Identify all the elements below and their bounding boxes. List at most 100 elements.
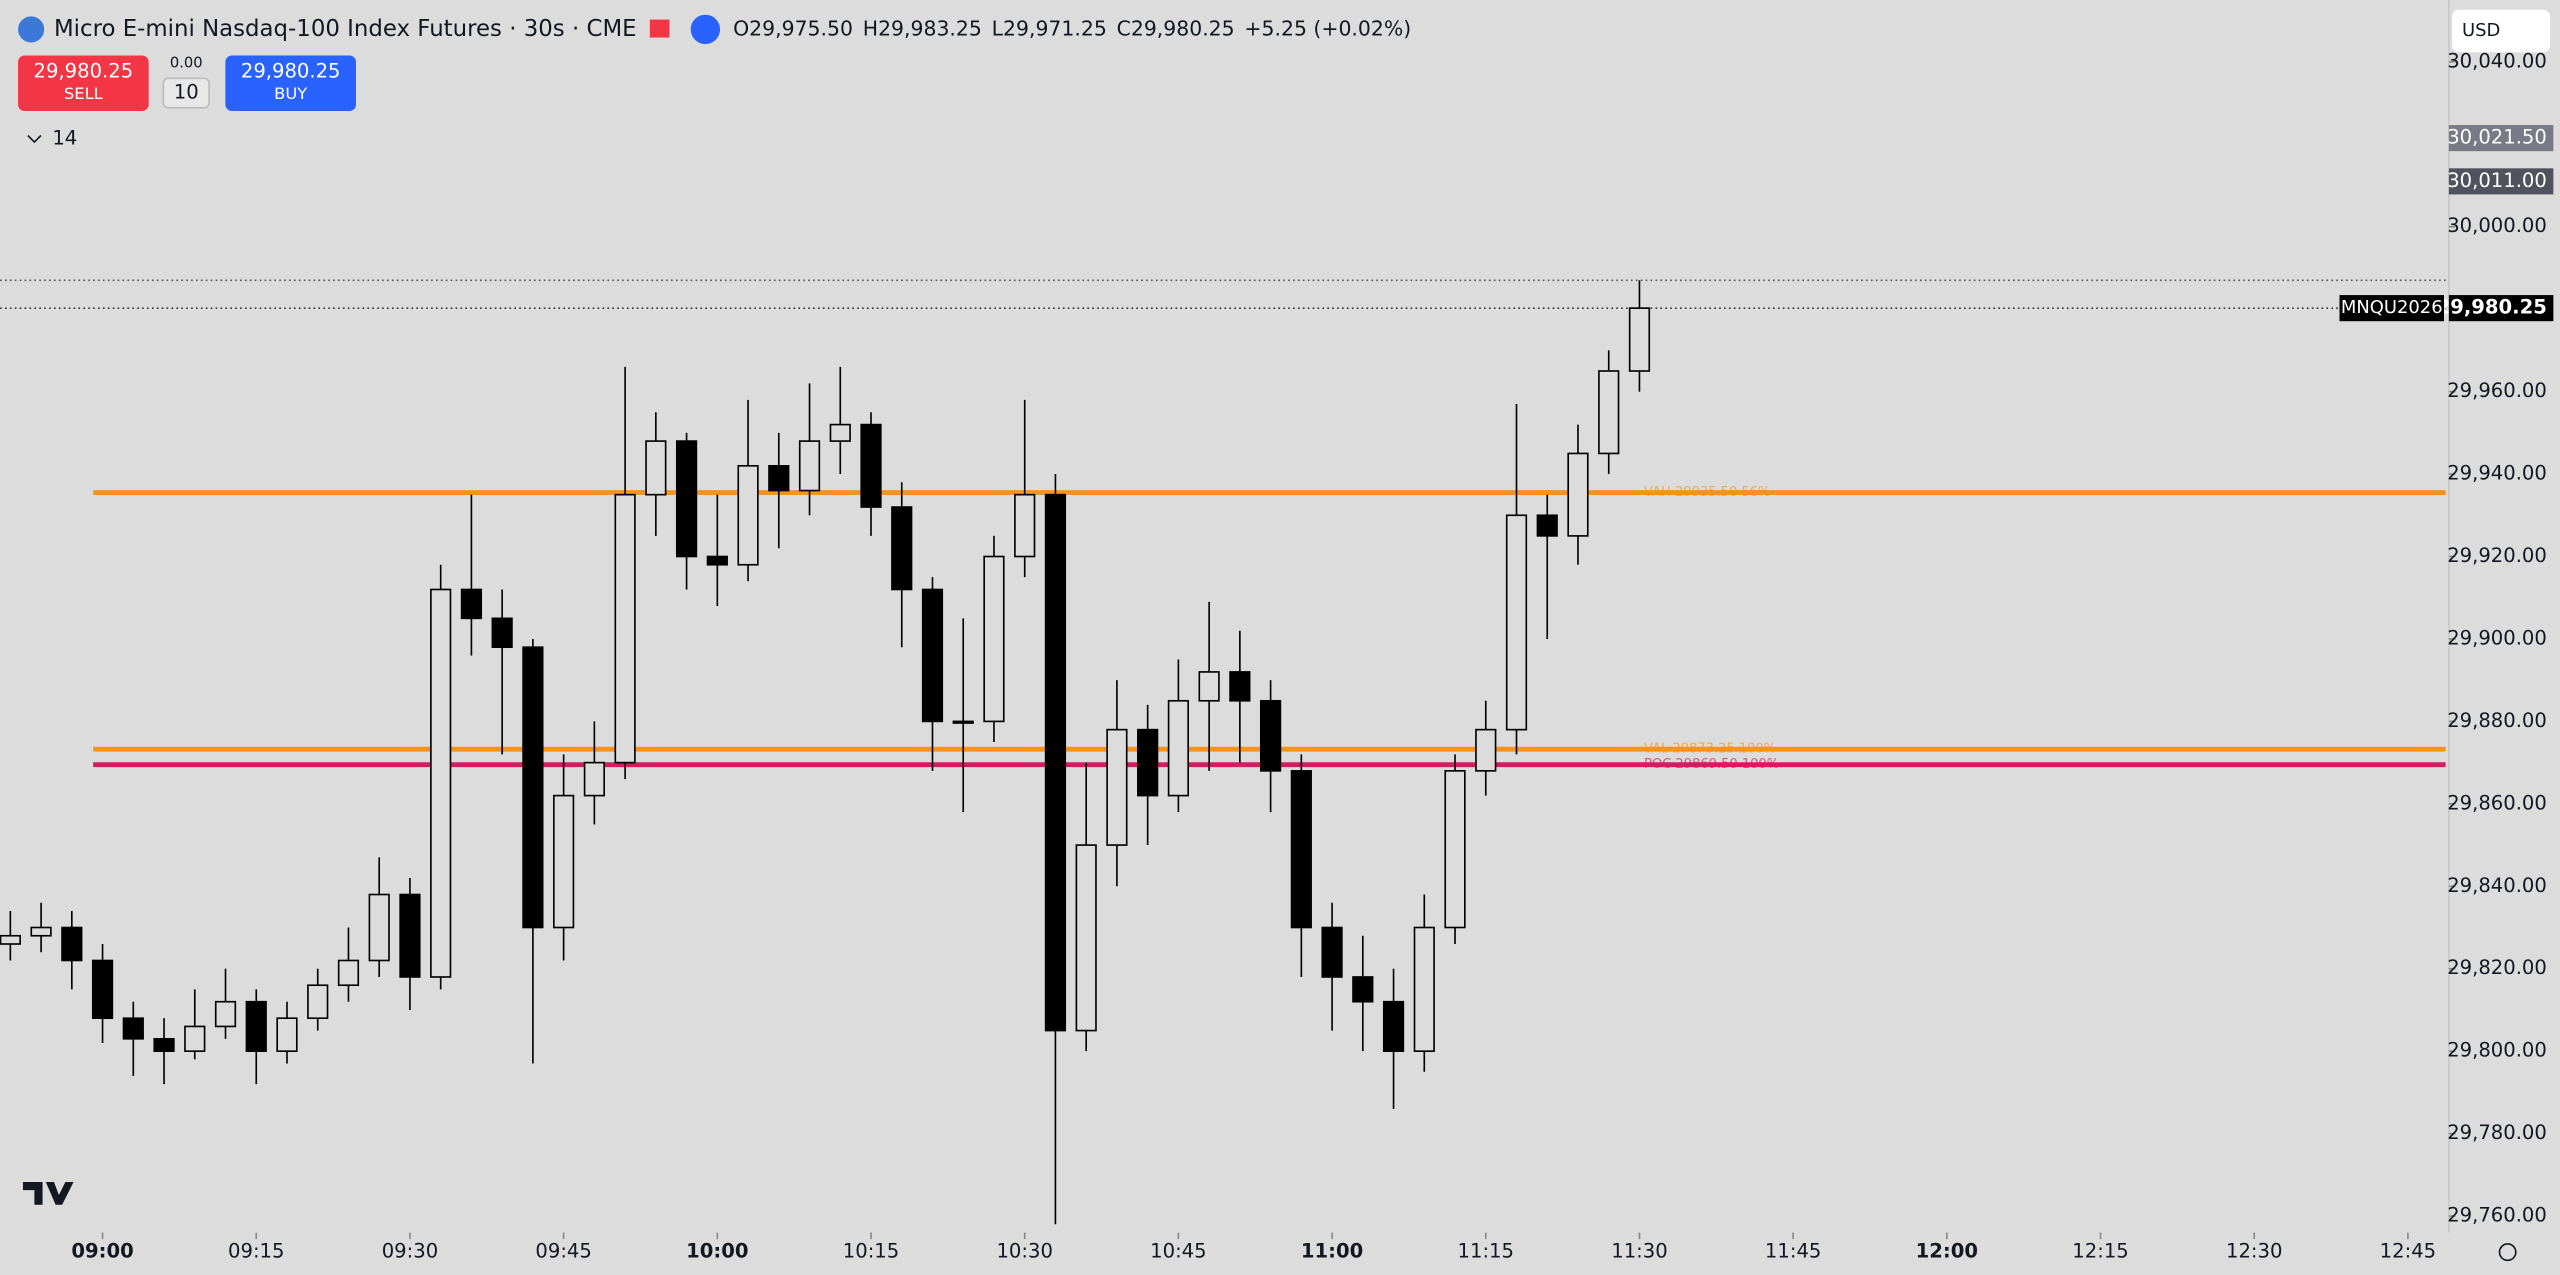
x-tick-label: 10:00 bbox=[686, 1240, 748, 1263]
price-label: 30,021.50 bbox=[2447, 126, 2547, 149]
logo bbox=[22, 1181, 74, 1205]
symbol-box bbox=[2339, 295, 2444, 322]
candle-body bbox=[399, 893, 421, 978]
candle-body bbox=[122, 1017, 144, 1040]
candle-body bbox=[675, 440, 698, 558]
x-tick-label: 09:45 bbox=[535, 1240, 591, 1263]
collapse-icon[interactable] bbox=[27, 134, 42, 144]
candle-body bbox=[1198, 671, 1220, 702]
candle-body bbox=[337, 959, 360, 987]
trade-panel: 29,980.25 SELL 0.00 10 29,980.25 BUY 14 bbox=[18, 55, 356, 149]
candle-body bbox=[1075, 844, 1097, 1032]
sell-button[interactable] bbox=[18, 55, 149, 112]
candle-body bbox=[583, 761, 605, 797]
candle-body bbox=[1259, 699, 1282, 772]
header: Micro E-mini Nasdaq-100 Index Futures · … bbox=[18, 9, 2551, 53]
buy-button[interactable] bbox=[225, 55, 356, 112]
candle-body bbox=[1137, 728, 1159, 797]
x-tick-label: 11:30 bbox=[1611, 1240, 1667, 1263]
x-tick-label: 10:30 bbox=[996, 1240, 1052, 1263]
sell-price[interactable]: 29,980.25 bbox=[34, 59, 134, 82]
quantity[interactable]: 10 bbox=[174, 81, 199, 104]
x-tick-label: 10:45 bbox=[1150, 1240, 1206, 1263]
candle-body bbox=[614, 493, 636, 764]
y-tick-label: 29,960.00 bbox=[2447, 379, 2547, 402]
settings-icon[interactable] bbox=[2498, 1243, 2517, 1262]
quantity-box[interactable] bbox=[162, 77, 210, 109]
candle-body bbox=[245, 1000, 267, 1052]
candle-body bbox=[1352, 976, 1374, 1003]
candle-body bbox=[798, 440, 821, 492]
last-price-box bbox=[2448, 295, 2554, 322]
candle-body bbox=[0, 934, 21, 945]
symbol-label: MNQU2026 bbox=[2341, 297, 2443, 318]
y-tick-label: 29,860.00 bbox=[2447, 791, 2547, 814]
last-price-label: 29,980.25 bbox=[2437, 296, 2547, 319]
sell-label[interactable]: SELL bbox=[64, 84, 103, 103]
price-label-box bbox=[2448, 125, 2554, 152]
candle-body bbox=[61, 926, 83, 962]
x-tick-label: 09:30 bbox=[382, 1240, 438, 1263]
candle-body bbox=[30, 926, 52, 937]
y-tick-label: 29,840.00 bbox=[2447, 874, 2547, 897]
candle-body bbox=[491, 617, 513, 649]
candle-body bbox=[368, 893, 390, 962]
candle-body bbox=[522, 646, 544, 929]
x-tick-label: 12:45 bbox=[2380, 1240, 2436, 1263]
y-tick-label: 29,780.00 bbox=[2447, 1121, 2547, 1144]
symbol-title[interactable]: Micro E-mini Nasdaq-100 Index Futures · … bbox=[54, 16, 637, 42]
buy-label[interactable]: BUY bbox=[274, 84, 307, 103]
candle-body bbox=[1167, 699, 1189, 797]
candle-body bbox=[1628, 307, 1651, 372]
y-tick-label: 29,760.00 bbox=[2447, 1204, 2547, 1227]
candle-body bbox=[1044, 493, 1067, 1032]
candle-body bbox=[1229, 671, 1251, 702]
candle-body bbox=[1413, 926, 1435, 1052]
y-tick-label: 30,040.00 bbox=[2447, 49, 2547, 72]
candle-body bbox=[983, 555, 1005, 723]
candle-body bbox=[1382, 1000, 1405, 1052]
replay-icon[interactable] bbox=[690, 14, 721, 45]
candle-body bbox=[706, 555, 728, 566]
candle-body bbox=[214, 1000, 237, 1028]
ohlc-change: +5.25 (+0.02%) bbox=[1244, 16, 1411, 40]
candle-body bbox=[1444, 770, 1466, 929]
candle-body bbox=[460, 588, 483, 620]
candle-body bbox=[153, 1037, 175, 1052]
candle-body bbox=[430, 588, 452, 978]
ohlc-value: 29,971.25 bbox=[1003, 16, 1107, 40]
candle-body bbox=[1536, 514, 1558, 537]
candle-body bbox=[1505, 514, 1528, 731]
price-label-box bbox=[2448, 168, 2554, 195]
flag[interactable] bbox=[649, 19, 670, 38]
candle-body bbox=[829, 423, 851, 442]
price-label: 30,011.00 bbox=[2447, 169, 2547, 192]
candle-body bbox=[1475, 728, 1497, 772]
tv-logo bbox=[22, 1181, 74, 1205]
candle-body bbox=[645, 440, 667, 496]
candle-body bbox=[1290, 770, 1312, 929]
currency[interactable]: USD bbox=[2462, 20, 2500, 41]
x-tick-label: 11:15 bbox=[1458, 1240, 1514, 1263]
indicators-count[interactable]: 14 bbox=[52, 126, 77, 149]
candle-body bbox=[1321, 926, 1343, 978]
y-tick-label: 30,000.00 bbox=[2447, 214, 2547, 237]
ohlc-key: O bbox=[733, 16, 749, 40]
y-tick-label: 29,820.00 bbox=[2447, 956, 2547, 979]
ohlc-value: 29,980.25 bbox=[1131, 16, 1235, 40]
y-tick-label: 29,920.00 bbox=[2447, 544, 2547, 567]
buy-price[interactable]: 29,980.25 bbox=[241, 59, 341, 82]
ohlc-key: L bbox=[992, 16, 1004, 40]
y-tick-label: 29,880.00 bbox=[2447, 709, 2547, 732]
currency-box[interactable] bbox=[2452, 9, 2551, 53]
candle-body bbox=[553, 794, 575, 929]
candle-body bbox=[952, 720, 974, 724]
candle-body bbox=[1014, 493, 1036, 558]
ohlc-value: 29,975.50 bbox=[749, 16, 853, 40]
level-label: VAH 29935.50 56% bbox=[1644, 485, 1770, 500]
candle-body bbox=[768, 464, 790, 492]
y-tick-label: 29,940.00 bbox=[2447, 462, 2547, 485]
